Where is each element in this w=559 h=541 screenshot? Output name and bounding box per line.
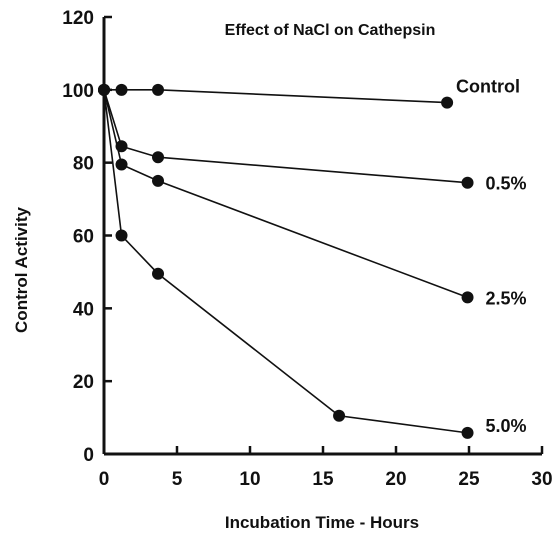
data-point [461, 176, 474, 189]
y-tick-label: 40 [73, 299, 94, 320]
x-tick-label: 5 [172, 469, 183, 490]
series-label: 0.5% [486, 174, 527, 194]
series-line [103, 89, 468, 184]
data-point [152, 151, 165, 164]
series-line [104, 89, 448, 104]
data-point [333, 409, 346, 422]
x-tick-label: 0 [99, 469, 110, 490]
series-line [103, 89, 468, 434]
data-point [152, 83, 165, 96]
series-label: 2.5% [486, 288, 527, 308]
y-tick-label: 0 [83, 445, 94, 466]
x-tick-label: 20 [385, 469, 406, 490]
x-tick-label: 25 [458, 469, 480, 490]
data-point [441, 96, 454, 109]
data-point [152, 267, 165, 280]
ticks: 0 20 40 60 80 100 120 0 5 10 15 20 25 30 [62, 8, 552, 490]
chart-title: Effect of NaCl on Cathepsin [225, 22, 436, 39]
data-point [115, 229, 128, 242]
data-point [461, 426, 474, 439]
x-tick-label: 15 [312, 469, 334, 490]
y-tick-label: 80 [73, 154, 94, 175]
x-tick-label: 30 [531, 469, 552, 490]
y-tick-label: 120 [62, 8, 94, 29]
series-group: 5.0% [98, 83, 527, 439]
series-label: Control [456, 77, 520, 97]
series-label: 5.0% [486, 416, 527, 436]
y-tick-label: 60 [73, 227, 94, 248]
x-tick-label: 10 [239, 469, 260, 490]
data-point [115, 83, 128, 96]
data-point [461, 291, 474, 304]
y-axis-title: Control Activity [12, 206, 31, 332]
data-point [152, 174, 165, 187]
series: Control 0.5% 2.5% 5.0% [98, 77, 527, 439]
series-line [103, 89, 468, 299]
data-point [115, 158, 128, 171]
x-axis-title: Incubation Time - Hours [225, 513, 419, 532]
y-tick-label: 20 [73, 372, 94, 393]
y-tick-label: 100 [62, 81, 94, 102]
data-point [98, 83, 110, 96]
series-group: Control [98, 77, 520, 109]
series-group: 0.5% [98, 83, 527, 194]
